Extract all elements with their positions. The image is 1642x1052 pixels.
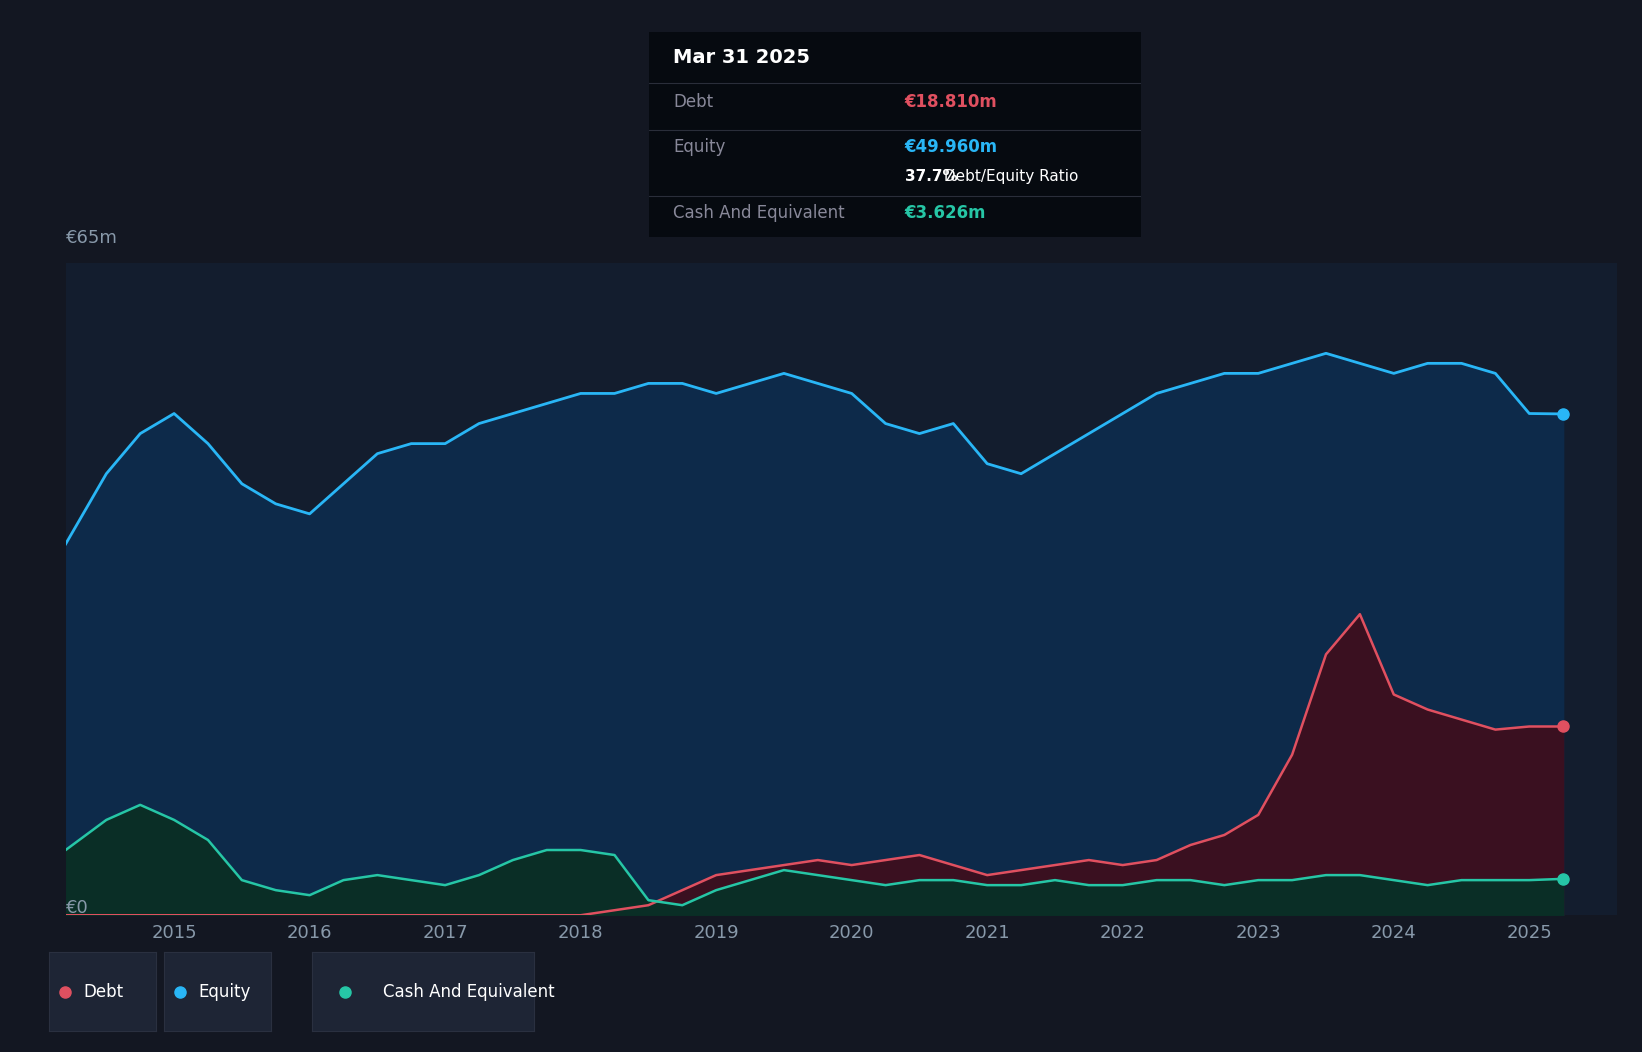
Text: €65m: €65m: [66, 229, 118, 247]
Text: Equity: Equity: [199, 983, 251, 1000]
Text: Equity: Equity: [673, 138, 726, 157]
Text: €18.810m: €18.810m: [905, 94, 997, 112]
Text: Debt: Debt: [673, 94, 713, 112]
Text: €3.626m: €3.626m: [905, 204, 987, 222]
Text: Debt: Debt: [84, 983, 123, 1000]
Text: €0: €0: [66, 899, 89, 917]
Text: 37.7%: 37.7%: [905, 169, 957, 184]
Text: Debt/Equity Ratio: Debt/Equity Ratio: [939, 169, 1079, 184]
Text: Cash And Equivalent: Cash And Equivalent: [673, 204, 846, 222]
Text: Mar 31 2025: Mar 31 2025: [673, 48, 810, 67]
Text: Cash And Equivalent: Cash And Equivalent: [383, 983, 555, 1000]
Text: €49.960m: €49.960m: [905, 138, 998, 157]
